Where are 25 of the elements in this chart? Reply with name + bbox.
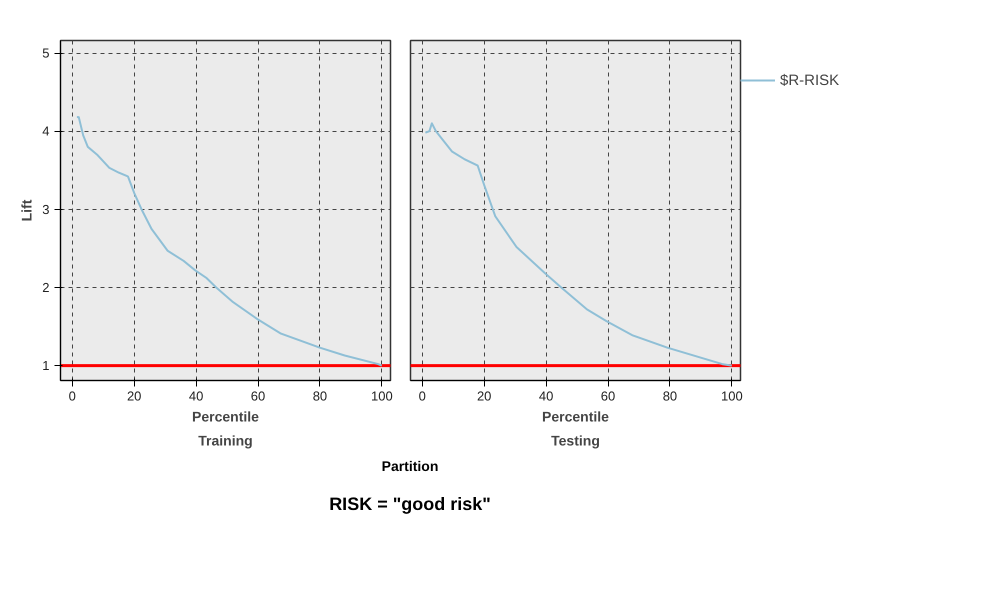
y-tick-label: 5 bbox=[42, 46, 50, 61]
x-tick-label: 100 bbox=[370, 388, 393, 404]
x-tick-label: 60 bbox=[600, 388, 616, 404]
y-axis-title: Lift bbox=[18, 199, 34, 222]
y-tick-label: 4 bbox=[42, 124, 50, 139]
x-axis-title: Percentile bbox=[192, 408, 260, 424]
x-tick-label: 40 bbox=[188, 388, 204, 404]
y-tick-label: 3 bbox=[42, 202, 50, 217]
x-tick-label: 20 bbox=[126, 388, 142, 404]
x-axis-title: Percentile bbox=[542, 408, 610, 424]
text: Training bbox=[198, 432, 253, 448]
legend-label: $R-RISK bbox=[780, 72, 840, 88]
x-tick-label: 0 bbox=[68, 388, 76, 404]
x-tick-label: 60 bbox=[250, 388, 266, 404]
x-tick-label: 40 bbox=[538, 388, 554, 404]
text: Partition bbox=[382, 457, 438, 476]
x-tick-label: 80 bbox=[312, 388, 328, 404]
x-tick-label: 0 bbox=[418, 388, 426, 404]
x-tick-label: 100 bbox=[720, 388, 743, 404]
text: Testing bbox=[551, 432, 600, 448]
x-tick-label: 20 bbox=[476, 388, 492, 404]
y-tick-label: 2 bbox=[42, 280, 50, 295]
text: RISK = "good risk" bbox=[329, 493, 491, 516]
y-tick-label: 1 bbox=[42, 358, 50, 374]
x-tick-label: 80 bbox=[662, 388, 678, 404]
